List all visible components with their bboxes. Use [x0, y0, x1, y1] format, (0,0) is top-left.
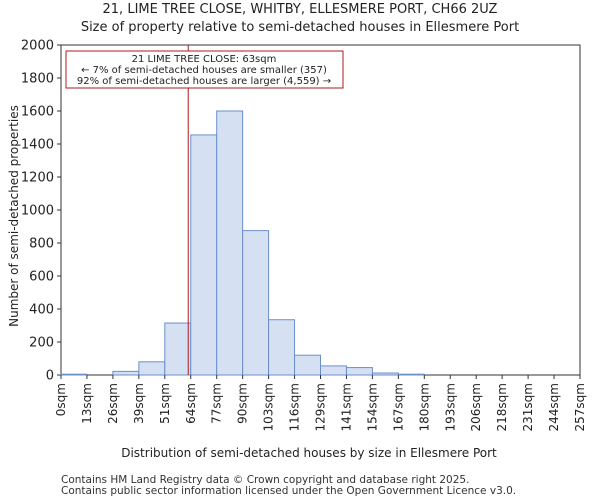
x-tick-label: 244sqm [547, 383, 561, 431]
x-tick-label: 141sqm [339, 383, 353, 431]
histogram-bar [190, 134, 218, 376]
histogram-bar [138, 361, 166, 376]
x-tick-label: 116sqm [288, 383, 302, 431]
chart-subtitle: Size of property relative to semi-detach… [80, 20, 520, 35]
histogram-bar [242, 230, 270, 376]
y-tick-label: 1200 [21, 171, 54, 186]
histogram-bar [320, 365, 347, 376]
x-tick-label: 206sqm [469, 383, 483, 431]
x-tick-label: 180sqm [417, 383, 431, 431]
x-tick-label: 257sqm [573, 383, 587, 431]
histogram-bar [397, 373, 425, 376]
y-tick-label: 400 [29, 303, 54, 318]
x-tick-label: 0sqm [54, 383, 68, 416]
annotation-line-3: 92% of semi-detached houses are larger (… [77, 76, 331, 87]
footer-line-2: Contains public sector information licen… [61, 485, 517, 497]
x-tick-label: 218sqm [495, 383, 509, 431]
y-axis-label: Number of semi-detached properties [7, 105, 21, 327]
y-tick-label: 800 [29, 237, 54, 252]
x-tick-label: 26sqm [106, 383, 120, 424]
x-tick-label: 90sqm [236, 383, 250, 424]
histogram-bar [60, 373, 88, 376]
annotation-line-2: ← 7% of semi-detached houses are smaller… [81, 65, 327, 76]
histogram-bar [268, 319, 296, 376]
histogram-bar [345, 367, 373, 376]
chart-title: 21, LIME TREE CLOSE, WHITBY, ELLESMERE P… [102, 2, 498, 17]
annotation-box: 21 LIME TREE CLOSE: 63sqm ← 7% of semi-d… [65, 50, 344, 89]
x-tick-label: 64sqm [184, 383, 198, 424]
y-tick-label: 2000 [21, 39, 54, 54]
x-tick-label: 103sqm [262, 383, 276, 431]
histogram-bar [216, 110, 244, 376]
y-tick-label: 1000 [21, 204, 54, 219]
x-tick-label: 129sqm [314, 383, 328, 431]
plot-frame [60, 44, 581, 376]
x-tick-label: 231sqm [521, 383, 535, 431]
histogram-bar [164, 322, 192, 376]
histogram-bar [294, 354, 321, 376]
x-tick-label: 51sqm [158, 383, 172, 424]
x-tick-label: 167sqm [391, 383, 405, 431]
y-tick-label: 1600 [21, 105, 54, 120]
annotation-line-1: 21 LIME TREE CLOSE: 63sqm [132, 54, 277, 65]
x-tick-label: 154sqm [365, 383, 379, 431]
x-tick-label: 39sqm [132, 383, 146, 424]
y-tick-label: 0 [46, 369, 54, 384]
histogram-bar [371, 372, 399, 376]
y-tick-label: 200 [29, 336, 54, 351]
footer-line-1: Contains HM Land Registry data © Crown c… [61, 474, 470, 486]
y-tick-label: 1400 [21, 138, 54, 153]
x-tick-label: 77sqm [210, 383, 224, 424]
x-tick-label: 13sqm [80, 383, 94, 424]
y-tick-label: 1800 [21, 72, 54, 87]
x-axis-label: Distribution of semi-detached houses by … [121, 446, 497, 460]
x-tick-label: 193sqm [443, 383, 457, 431]
y-tick-label: 600 [29, 270, 54, 285]
histogram-bar [112, 370, 140, 376]
